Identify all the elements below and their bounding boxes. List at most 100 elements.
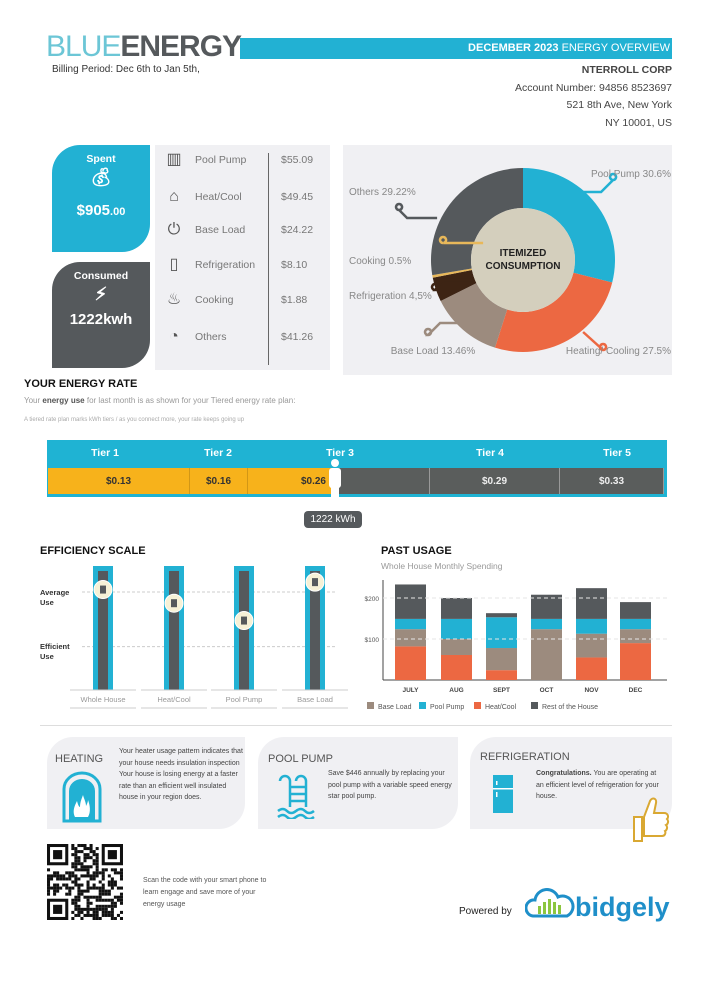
tier-segment: $0.13 [48,468,190,494]
tier-label: Tier 2 [204,447,232,459]
tier-label: Tier 1 [91,447,119,459]
breakdown-row: ♨ Cooking $1.88 [163,289,328,313]
breakdown-amount: $41.26 [281,331,314,343]
efficient-use-label: Efficient Use [40,642,70,661]
legend-swatch [531,702,538,709]
divider [268,153,269,365]
tier-segment: $0.16 [190,468,248,494]
tier-segment: $0.29 [430,468,560,494]
donut-slice-label: Others 29.22% [349,187,416,198]
address-line-2: NY 10001, US [605,117,672,129]
money-bag-icon: 💰︎ [89,167,113,187]
energy-rate-note: A tiered rate plan marks kWh tiers / as … [24,417,245,423]
bar-segment [576,618,607,634]
bar-segment [620,629,651,644]
bar-segment [620,643,651,680]
cooking-pot-icon: ♨ [166,291,182,308]
x-tick-label: JULY [402,687,419,694]
breakdown-row: ⌂ Heat/Cool $49.45 [163,186,328,210]
heat-cool-icon: ⌂ [169,188,179,205]
efficiency-category-label: Base Load [297,695,333,704]
past-usage-title: PAST USAGE [381,545,452,557]
qr-code[interactable] [47,843,123,921]
bar-segment [531,594,562,619]
legend-label: Base Load [378,704,412,711]
energy-rate-description: Your energy use for last month is as sho… [24,396,296,405]
past-usage-chart: JULY AUG SEPT OCT NOV DEC $100 $200 Base Load Poo… [365,580,667,711]
tier-label: Tier 3 [326,447,354,459]
thumbs-up-icon [633,797,670,842]
divider [40,725,672,726]
bar-segment [395,618,426,630]
breakdown-amount: $24.22 [281,224,314,236]
average-use-label: Average Use [40,588,70,607]
breakdown-row: ⏻ Base Load $24.22 [163,219,328,243]
breakdown-amount: $1.88 [281,294,308,306]
tier-segment: $0.26 [248,468,333,494]
billing-period: Billing Period: Dec 6th to Jan 5th, [52,64,200,75]
efficiency-category-label: Pool Pump [226,695,263,704]
lightning-icon: ⚡︎ [94,284,108,304]
tier-label: Tier 4 [476,447,504,459]
donut-slice [432,270,477,301]
cost-breakdown-list: ▥ Pool Pump $55.09 ⌂ Heat/Cool $49.45 ⏻ Base Lo… [155,145,330,370]
y-tick-label: $100 [365,637,380,644]
house-icon [100,585,106,594]
tip-card-pool-pump: POOL PUMP Save $446 annually by replacin… [258,737,458,829]
breakdown-row: ▥ Pool Pump $55.09 [163,149,328,173]
donut-slice [432,268,472,278]
pool-ladder-icon [241,616,247,625]
breakdown-name: Refrigeration [195,259,256,271]
donut-center [471,208,575,312]
breakdown-amount: $49.45 [281,191,314,203]
leader-line [583,172,618,194]
x-tick-label: DEC [629,687,643,694]
bar-segment [486,670,517,680]
bar-segment [441,598,472,619]
spent-card: Spent 💰︎ $905.00 [52,145,150,252]
tier-rate-bar: Tier 1 Tier 2 Tier 3 Tier 4 Tier 5 $0.13 $0.16… [47,440,667,497]
report-banner: DECEMBER 2023 ENERGY OVERVIEW [240,38,672,59]
efficiency-bar-fill [310,571,320,690]
leader-line [430,278,474,292]
bar-segment [486,613,517,618]
donut-slice-label: Heating/ Cooling 27.5% [566,346,671,357]
refrigerator-icon [493,775,513,813]
efficiency-category-label: Heat/Cool [157,695,191,704]
efficiency-scale-title: EFFICIENCY SCALE [40,545,146,557]
pool-ladder-icon [277,774,315,819]
powered-by-label: Powered by [459,906,512,917]
efficiency-bar-fill [239,571,249,690]
bar-segment [441,639,472,655]
donut-slice [494,272,613,352]
legend-swatch [419,702,426,709]
breakdown-row: ▯ Refrigeration $8.10 [163,254,328,278]
bar-segment [395,629,426,647]
legend-label: Pool Pump [430,704,464,711]
bar-segment [486,617,517,649]
bar-segment [486,648,517,671]
bar-segment [576,657,607,680]
bar-segment [576,633,607,658]
logo: BLUEENERGY [46,30,242,63]
tip-card-refrigeration: REFRIGERATION Congratulations. You are o… [470,737,672,842]
bar-segment [531,629,562,680]
fireplace-icon [62,771,102,823]
address-line-1: 521 8th Ave, New York [566,99,672,111]
donut-slice [440,283,508,348]
donut-slice [431,168,523,276]
bar-segment [395,584,426,619]
efficiency-category-label: Whole House [80,695,125,704]
bar-segment [620,618,651,630]
legend-swatch [367,702,374,709]
leader-line [394,202,438,220]
bar-segment [620,602,651,619]
x-tick-label: SEPT [493,687,510,694]
breakdown-name: Heat/Cool [195,191,242,203]
refrigerator-icon: ▯ [169,256,179,273]
donut-slice-label: Refrigeration 4,5% [349,291,432,302]
donut-slice-label: Cooking 0.5% [349,256,411,267]
breakdown-name: Others [195,331,227,343]
person-marker-icon [329,459,341,510]
tier-segment: $0.33 [560,468,664,494]
